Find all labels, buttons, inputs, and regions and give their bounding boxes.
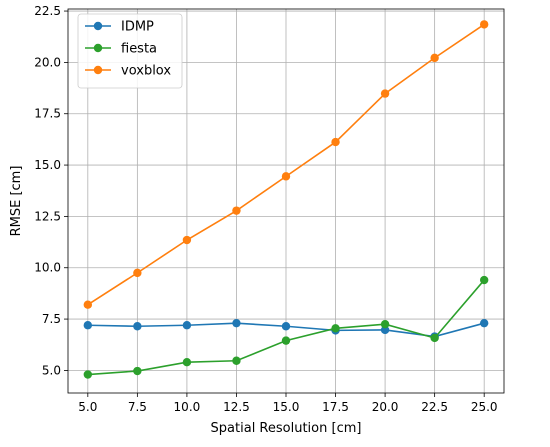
data-point-fiesta bbox=[479, 275, 489, 285]
data-point-fiesta bbox=[281, 336, 291, 345]
x-tick-label: 20.0 bbox=[372, 400, 399, 414]
legend-label-fiesta: fiesta bbox=[121, 42, 157, 57]
x-tick-label: 25.0 bbox=[471, 400, 498, 414]
series-layer bbox=[83, 20, 489, 379]
y-axis-label: RMSE [cm] bbox=[9, 166, 24, 237]
data-point-idmp bbox=[281, 322, 291, 331]
data-point-voxblox bbox=[83, 300, 93, 309]
x-tick-label: 22.5 bbox=[421, 400, 448, 414]
y-tick-label: 22.5 bbox=[34, 4, 61, 18]
legend-marker-fiesta bbox=[93, 43, 103, 53]
y-tick-label: 17.5 bbox=[34, 107, 61, 121]
y-tick-label: 5.0 bbox=[42, 363, 61, 377]
data-point-voxblox bbox=[380, 89, 390, 98]
data-point-voxblox bbox=[281, 172, 291, 181]
data-point-voxblox bbox=[182, 235, 192, 245]
y-tick-label: 7.5 bbox=[42, 312, 61, 326]
data-point-fiesta bbox=[182, 357, 192, 367]
grid-layer bbox=[68, 9, 504, 393]
data-point-idmp bbox=[182, 321, 192, 330]
x-tick-label: 17.5 bbox=[322, 400, 349, 414]
data-point-idmp bbox=[380, 325, 390, 335]
y-tick-label: 12.5 bbox=[34, 209, 61, 223]
data-point-fiesta bbox=[380, 320, 390, 329]
x-tick-label: 7.5 bbox=[128, 400, 147, 414]
x-axis-label: Spatial Resolution [cm] bbox=[211, 421, 362, 436]
data-point-voxblox bbox=[232, 206, 241, 215]
data-point-voxblox bbox=[331, 137, 340, 147]
y-tick-label: 15.0 bbox=[34, 158, 61, 172]
data-point-idmp bbox=[232, 318, 241, 328]
legend-marker-idmp bbox=[93, 21, 103, 31]
data-point-voxblox bbox=[133, 268, 142, 278]
y-tick-label: 20.0 bbox=[34, 55, 61, 69]
x-tick-label: 12.5 bbox=[223, 400, 250, 414]
x-tick-label: 5.0 bbox=[78, 400, 97, 414]
data-point-fiesta bbox=[331, 324, 340, 333]
legend-marker-voxblox bbox=[93, 65, 103, 75]
data-point-fiesta bbox=[133, 366, 142, 376]
x-tick-label: 15.0 bbox=[273, 400, 300, 414]
ticks-layer: 5.0 7.5 10.0 12.5 15.0 17.5 20.0 22.5 25.0 5.0 7.5… bbox=[34, 4, 497, 414]
data-point-fiesta bbox=[232, 356, 241, 365]
legend-label-idmp: IDMP bbox=[121, 20, 154, 35]
y-tick-label: 10.0 bbox=[34, 261, 61, 275]
data-point-voxblox bbox=[430, 53, 439, 63]
data-point-fiesta bbox=[430, 333, 439, 343]
data-point-idmp bbox=[479, 318, 489, 328]
data-point-idmp bbox=[83, 321, 93, 330]
data-point-idmp bbox=[133, 322, 142, 331]
data-point-fiesta bbox=[83, 370, 93, 379]
legend: IDMP fiesta voxblox bbox=[77, 13, 183, 89]
x-tick-label: 10.0 bbox=[174, 400, 201, 414]
data-point-voxblox bbox=[479, 20, 489, 29]
legend-label-voxblox: voxblox bbox=[121, 64, 171, 79]
